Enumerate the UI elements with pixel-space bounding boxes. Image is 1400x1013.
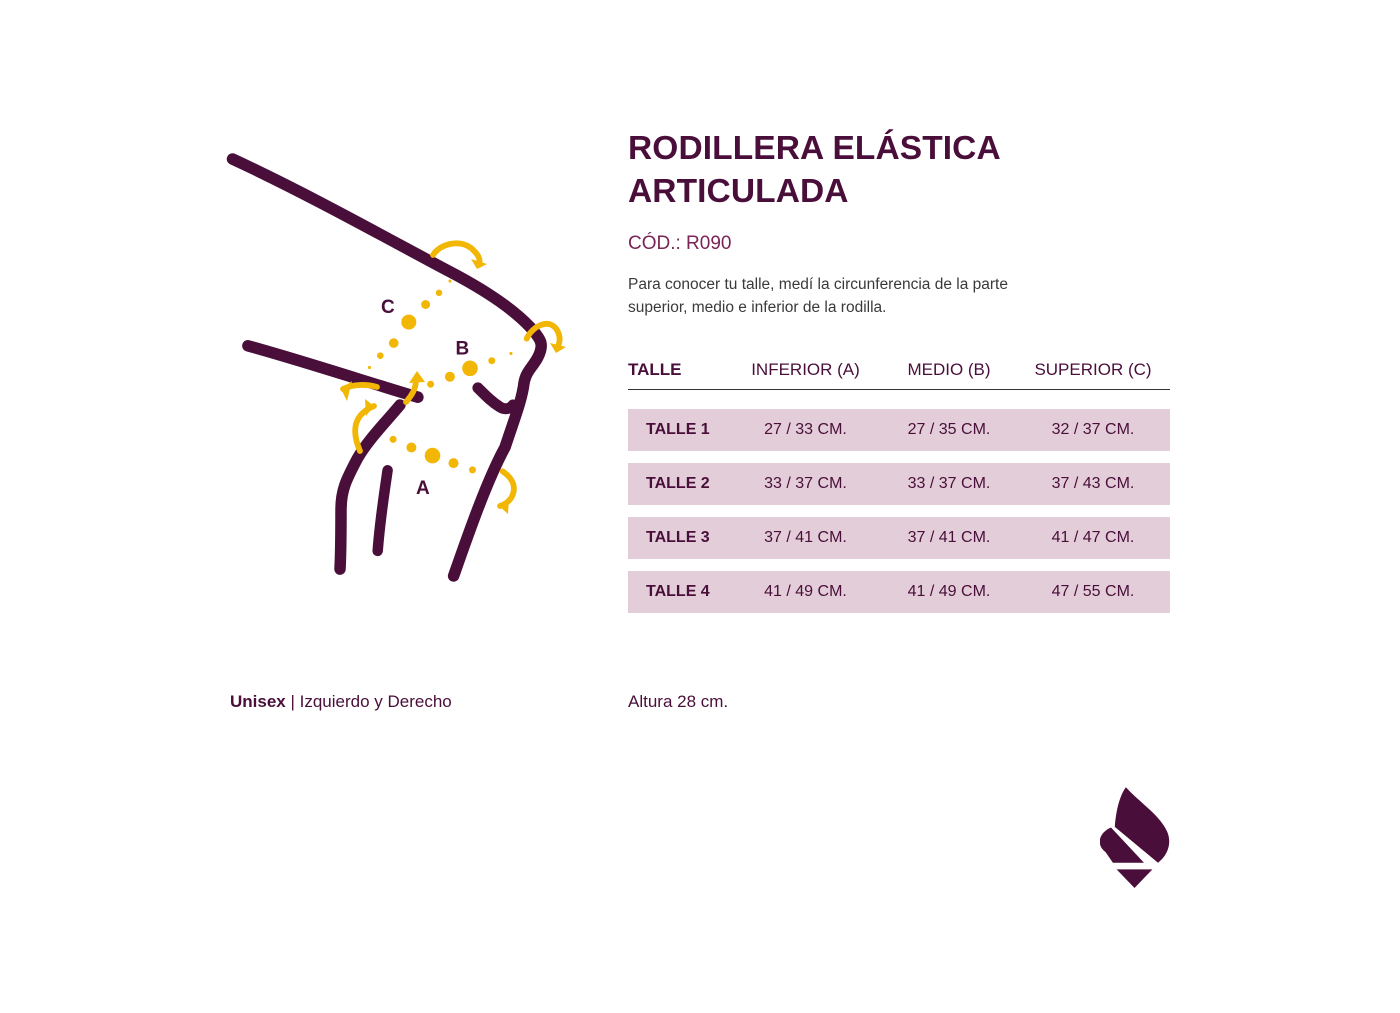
svg-text:B: B [456, 339, 470, 360]
svg-text:C: C [381, 297, 395, 318]
svg-text:A: A [416, 478, 430, 499]
